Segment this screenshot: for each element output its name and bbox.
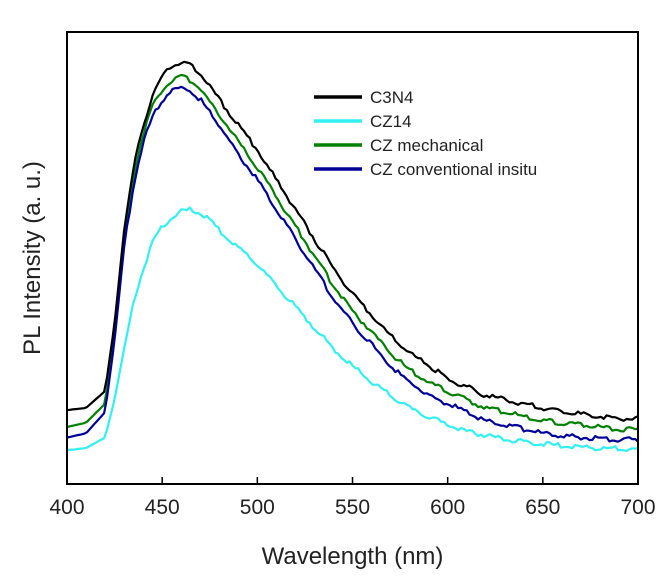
- x-tick-label-650: 650: [525, 496, 560, 519]
- x-tick-label-450: 450: [145, 496, 180, 519]
- series-line-cz-mechanical: [66, 73, 639, 433]
- x-tick-label-700: 700: [620, 496, 655, 519]
- series-line-cz14: [66, 206, 639, 452]
- legend: C3N4 CZ14 CZ mechanical CZ conventional ins…: [314, 88, 537, 179]
- x-tick-label-400: 400: [49, 496, 84, 519]
- x-tick-label-600: 600: [430, 496, 465, 519]
- x-axis-title: Wavelength (nm): [262, 543, 444, 570]
- x-tick-label-550: 550: [335, 496, 370, 519]
- legend-label-cz14: CZ14: [370, 112, 412, 131]
- series-line-c3n4: [66, 60, 639, 422]
- tick-layer: 400 450 500 550 600 650 700: [49, 477, 656, 519]
- x-tick-label-500: 500: [240, 496, 275, 519]
- series-layer: [66, 60, 639, 452]
- legend-label-cz-conventional-insitu: CZ conventional insitu: [370, 160, 537, 179]
- series-line-cz-conventional-insitu: [66, 85, 639, 443]
- legend-label-c3n4: C3N4: [370, 88, 413, 107]
- legend-label-cz-mechanical: CZ mechanical: [370, 136, 483, 155]
- y-axis-title: PL Intensity (a. u.): [19, 161, 46, 355]
